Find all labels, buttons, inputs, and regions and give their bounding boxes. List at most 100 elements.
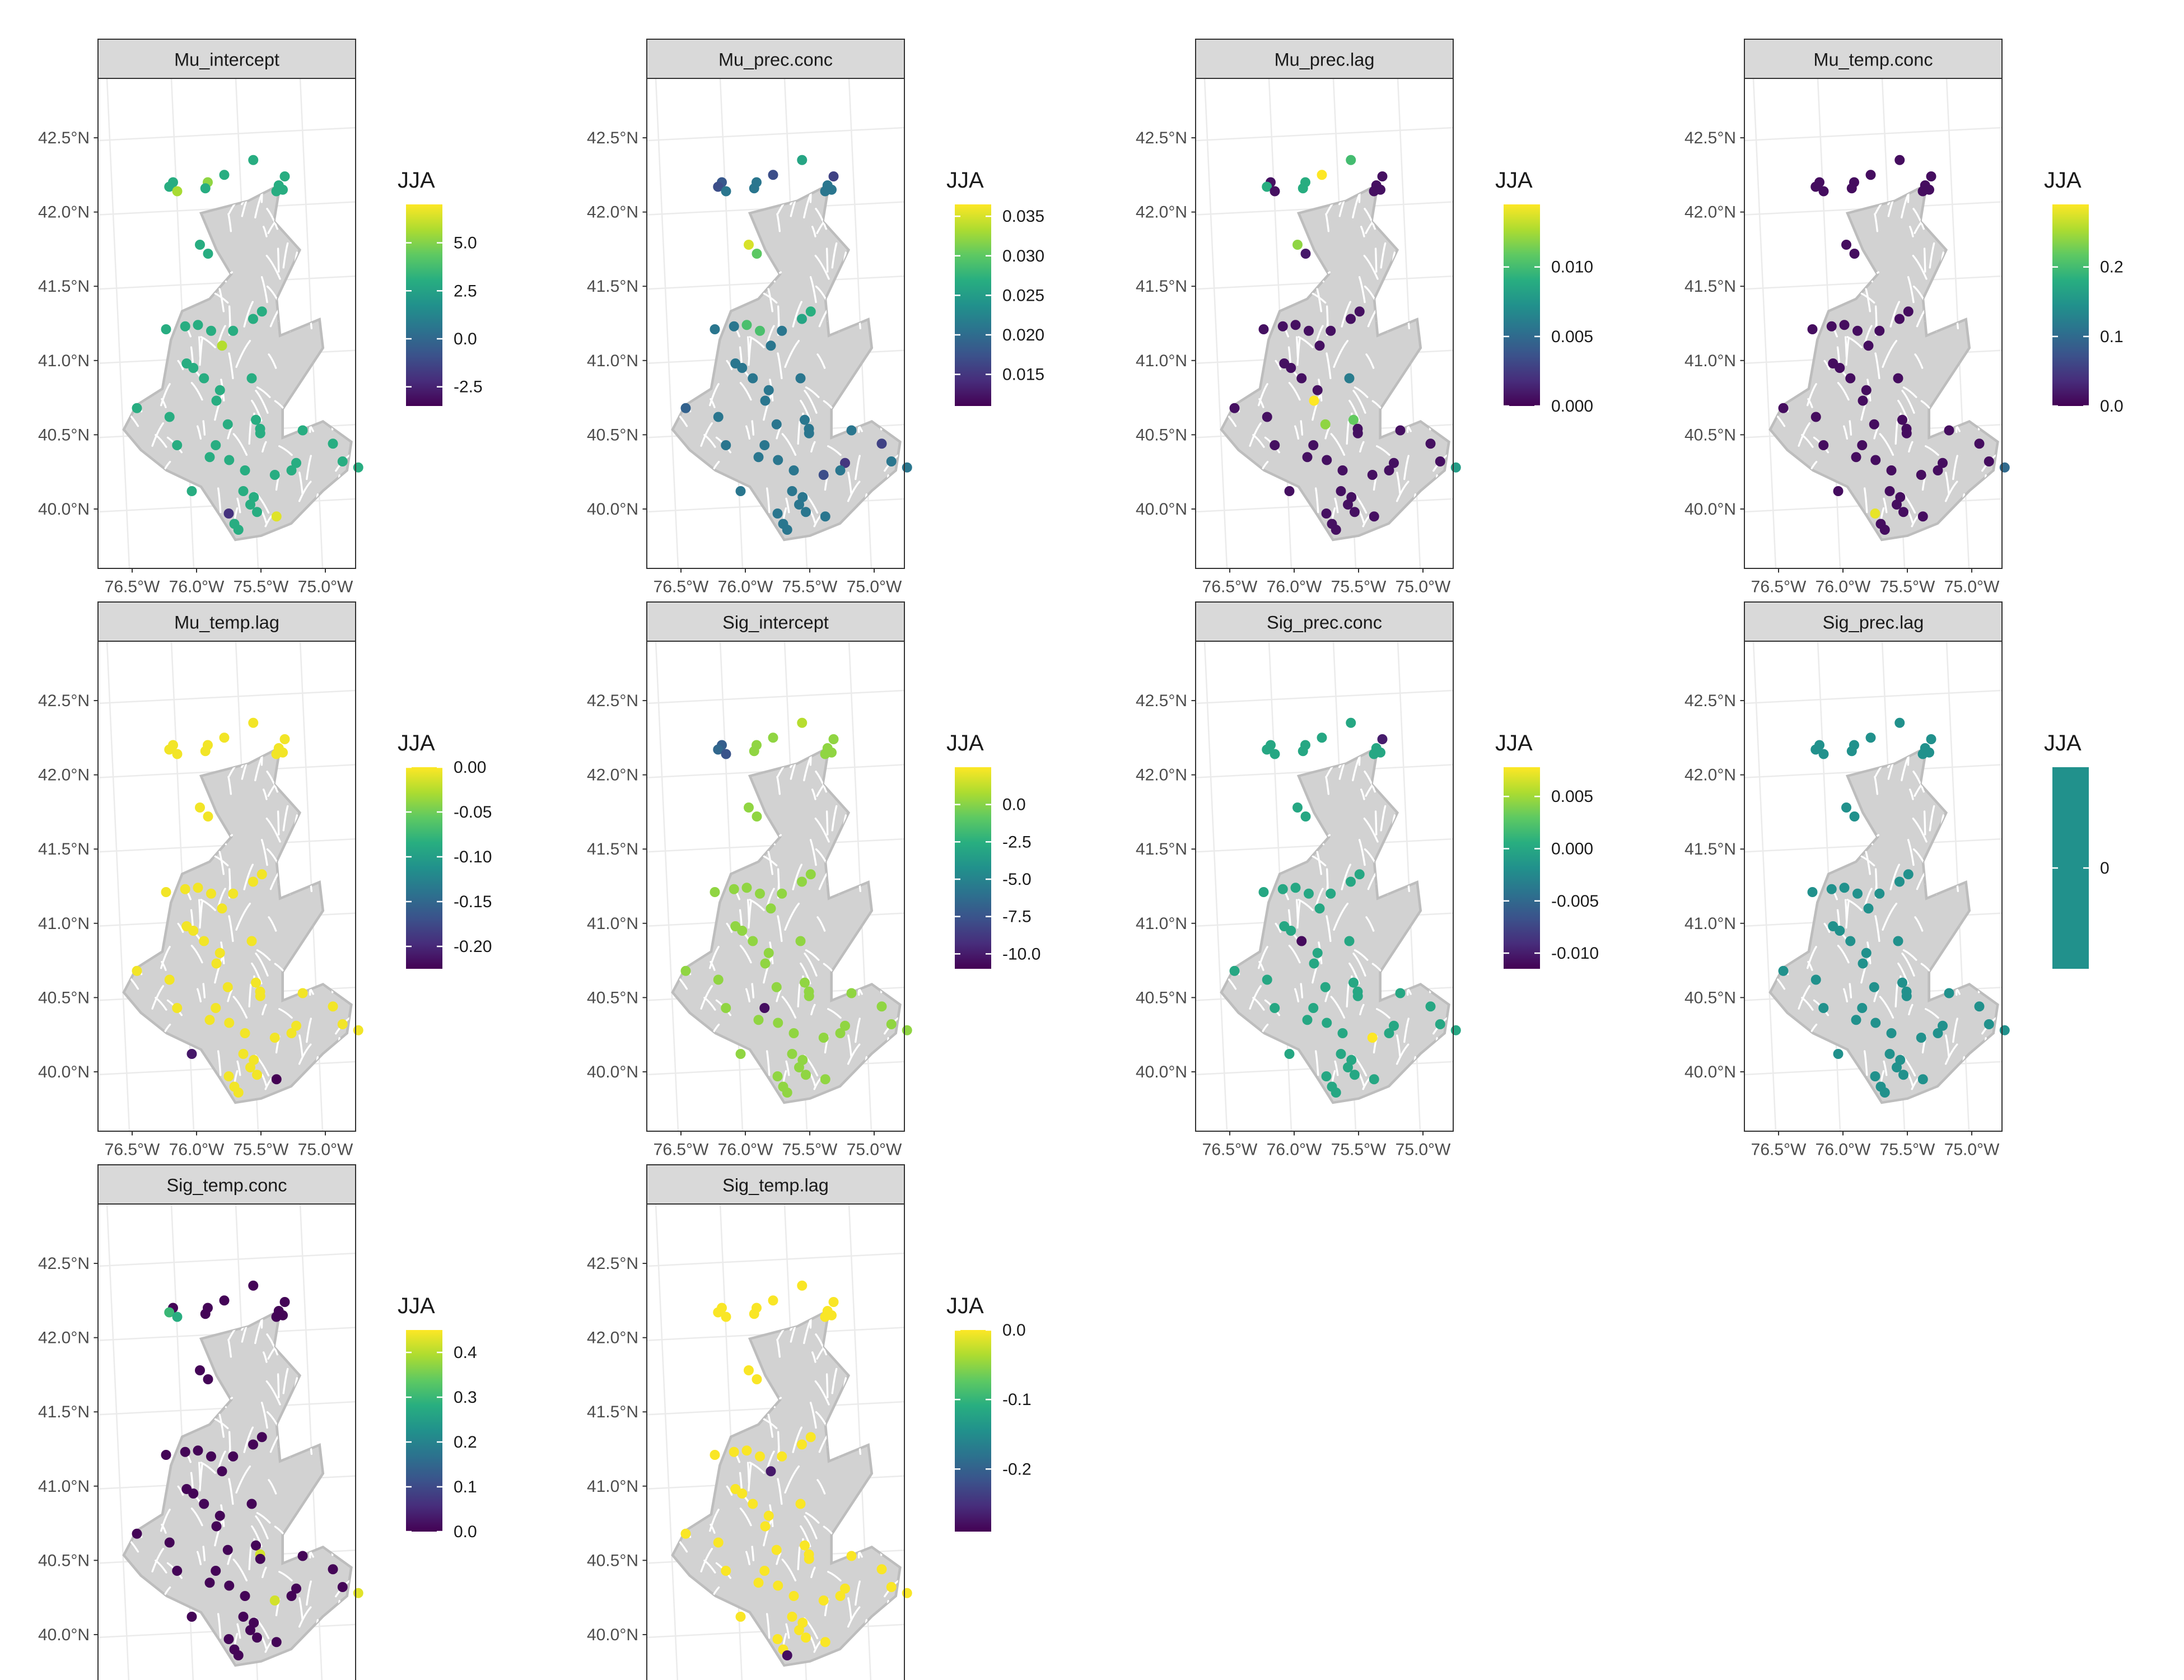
- stream: [784, 339, 800, 368]
- y-tick-label: 42.0°N: [38, 766, 90, 785]
- station-point: [1926, 734, 1936, 745]
- stream: [855, 1580, 861, 1606]
- stream: [1352, 390, 1366, 414]
- y-tick-label: 41.5°N: [38, 1403, 90, 1421]
- stream: [1882, 339, 1898, 368]
- stream: [306, 1018, 312, 1043]
- legend-tick-label: 0.0: [454, 330, 477, 348]
- station-point: [161, 324, 171, 334]
- legend-tick-label: 0.0: [1002, 1321, 1026, 1340]
- station-point: [132, 1528, 142, 1539]
- station-point: [1336, 486, 1346, 496]
- stream: [278, 445, 293, 456]
- station-point: [753, 1015, 764, 1025]
- panel-border: [1195, 641, 1454, 1132]
- station-point: [271, 1074, 282, 1085]
- stream: [1911, 515, 1919, 528]
- stream: [1359, 1004, 1365, 1016]
- station-point: [337, 456, 348, 466]
- station-point: [729, 321, 739, 332]
- station-point: [1845, 936, 1856, 946]
- station-point: [773, 1580, 783, 1591]
- legend-tick-label: 5.0: [454, 234, 477, 253]
- stream: [782, 1633, 787, 1647]
- stream: [214, 958, 223, 984]
- stream: [1929, 805, 1935, 832]
- stream: [268, 353, 277, 369]
- stream: [1396, 1043, 1410, 1065]
- station-point: [1879, 525, 1890, 535]
- facet-strip: [646, 39, 905, 79]
- x-tick-label: 75.0°W: [298, 578, 353, 596]
- stream: [235, 902, 251, 931]
- station-point: [1321, 508, 1332, 519]
- stream: [277, 810, 280, 836]
- stream: [814, 817, 830, 843]
- stream: [1901, 756, 1909, 782]
- station-point: [1870, 508, 1880, 519]
- x-tick-label: 76.0°W: [1816, 1141, 1871, 1159]
- facet-title: Mu_intercept: [174, 50, 279, 70]
- station-point: [199, 1499, 209, 1509]
- stream: [202, 983, 206, 998]
- stream: [739, 945, 752, 964]
- stream: [748, 1463, 752, 1492]
- stream: [1845, 337, 1850, 366]
- station-point: [245, 1062, 255, 1073]
- station-point: [741, 320, 752, 330]
- station-point: [328, 438, 338, 449]
- stream: [763, 395, 772, 421]
- stream: [260, 276, 268, 304]
- legend-tick-label: 0.1: [454, 1478, 477, 1496]
- station-point: [787, 1612, 797, 1622]
- y-tick-label: 42.5°N: [587, 129, 638, 147]
- stream: [784, 902, 800, 931]
- station-point: [1326, 325, 1336, 336]
- station-point: [1892, 1062, 1902, 1073]
- station-point: [1296, 936, 1307, 946]
- station-point: [753, 452, 764, 463]
- station-point: [1369, 749, 1379, 759]
- station-point: [1298, 746, 1308, 757]
- x-tick-label: 75.5°W: [234, 1141, 289, 1159]
- x-tick-label: 75.0°W: [1944, 578, 2000, 596]
- stream: [1326, 868, 1329, 892]
- station-point: [219, 1295, 230, 1306]
- station-point: [1320, 419, 1331, 430]
- station-point: [246, 373, 257, 384]
- stream: [298, 480, 312, 502]
- stream: [198, 336, 202, 358]
- stream: [228, 868, 231, 892]
- station-point: [1320, 982, 1331, 992]
- stream: [236, 1060, 241, 1076]
- stream: [1908, 226, 1914, 237]
- legend-tick-label: -0.15: [454, 893, 492, 911]
- station-point: [251, 1540, 261, 1551]
- station-point: [1337, 1028, 1348, 1039]
- station-point: [1308, 1003, 1319, 1014]
- stream: [1929, 242, 1935, 269]
- station-point: [1270, 749, 1280, 759]
- station-point: [180, 1446, 190, 1457]
- stream: [1912, 771, 1925, 793]
- stream: [813, 515, 822, 528]
- station-point: [835, 1028, 846, 1039]
- station-point: [777, 888, 787, 899]
- station-point: [1348, 977, 1359, 988]
- stream: [268, 1479, 277, 1495]
- y-tick-label: 42.5°N: [38, 692, 90, 710]
- stream: [1364, 771, 1376, 793]
- stream: [700, 985, 713, 1010]
- stream: [232, 1558, 248, 1581]
- legend-tick-label: 0.035: [1002, 207, 1044, 226]
- legend-title: JJA: [398, 1294, 435, 1318]
- x-tick-label: 76.0°W: [718, 578, 773, 596]
- y-tick-label: 41.5°N: [587, 1403, 638, 1421]
- station-point: [248, 314, 258, 324]
- stream: [214, 1520, 223, 1547]
- station-points: [1229, 717, 1461, 1098]
- stream: [1901, 953, 1915, 977]
- station-point: [1861, 385, 1872, 395]
- stream: [1914, 916, 1924, 932]
- stream: [1843, 425, 1849, 440]
